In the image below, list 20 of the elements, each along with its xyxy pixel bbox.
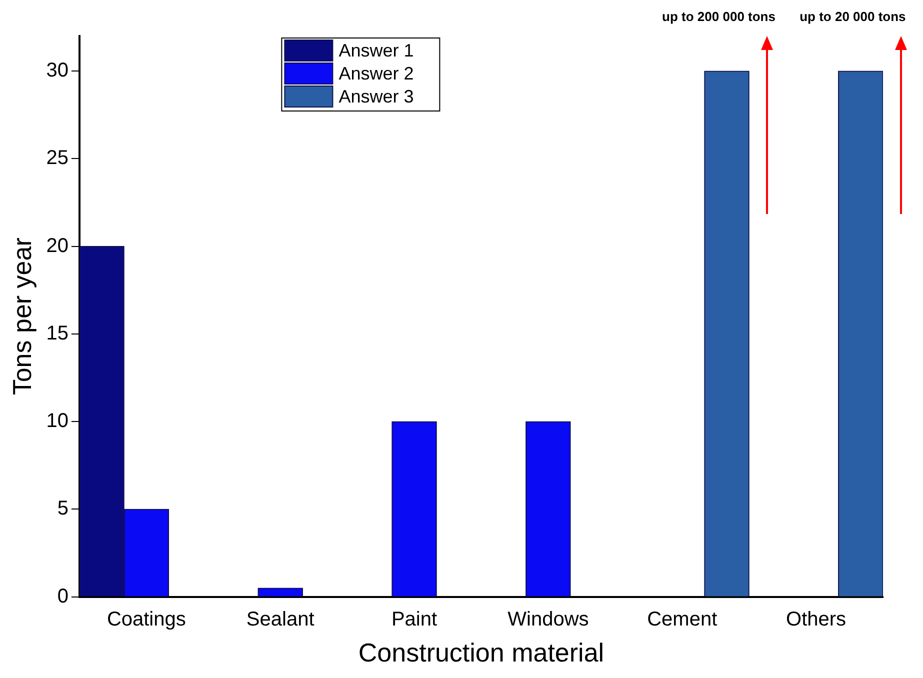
y-tick-label: 0 (57, 585, 68, 608)
y-tick-label: 5 (57, 498, 68, 520)
y-tick-label: 20 (46, 234, 68, 257)
text: up to 20 000 tons (800, 9, 906, 24)
x-axis-title: Construction material (358, 638, 604, 668)
y-tick-label: 15 (46, 322, 68, 344)
x-tick-label: Coatings (106, 608, 186, 630)
x-tick-label: Paint (391, 608, 438, 630)
x-tick-label: Sealant (246, 608, 315, 630)
y-tick-label: 25 (46, 147, 68, 170)
y-axis-title: Tons per year (6, 237, 37, 396)
y-tick-label: 30 (46, 60, 68, 82)
x-tick-label: Windows (508, 608, 589, 630)
x-tick-label: Others (786, 608, 846, 630)
text: up to 200 000 tons (662, 9, 776, 24)
legend-label: Answer 3 (338, 86, 414, 106)
x-tick-label: Cement (647, 608, 718, 630)
y-tick-label: 10 (46, 410, 68, 432)
legend-label: Answer 1 (338, 40, 414, 60)
legend-label: Answer 2 (338, 63, 414, 84)
